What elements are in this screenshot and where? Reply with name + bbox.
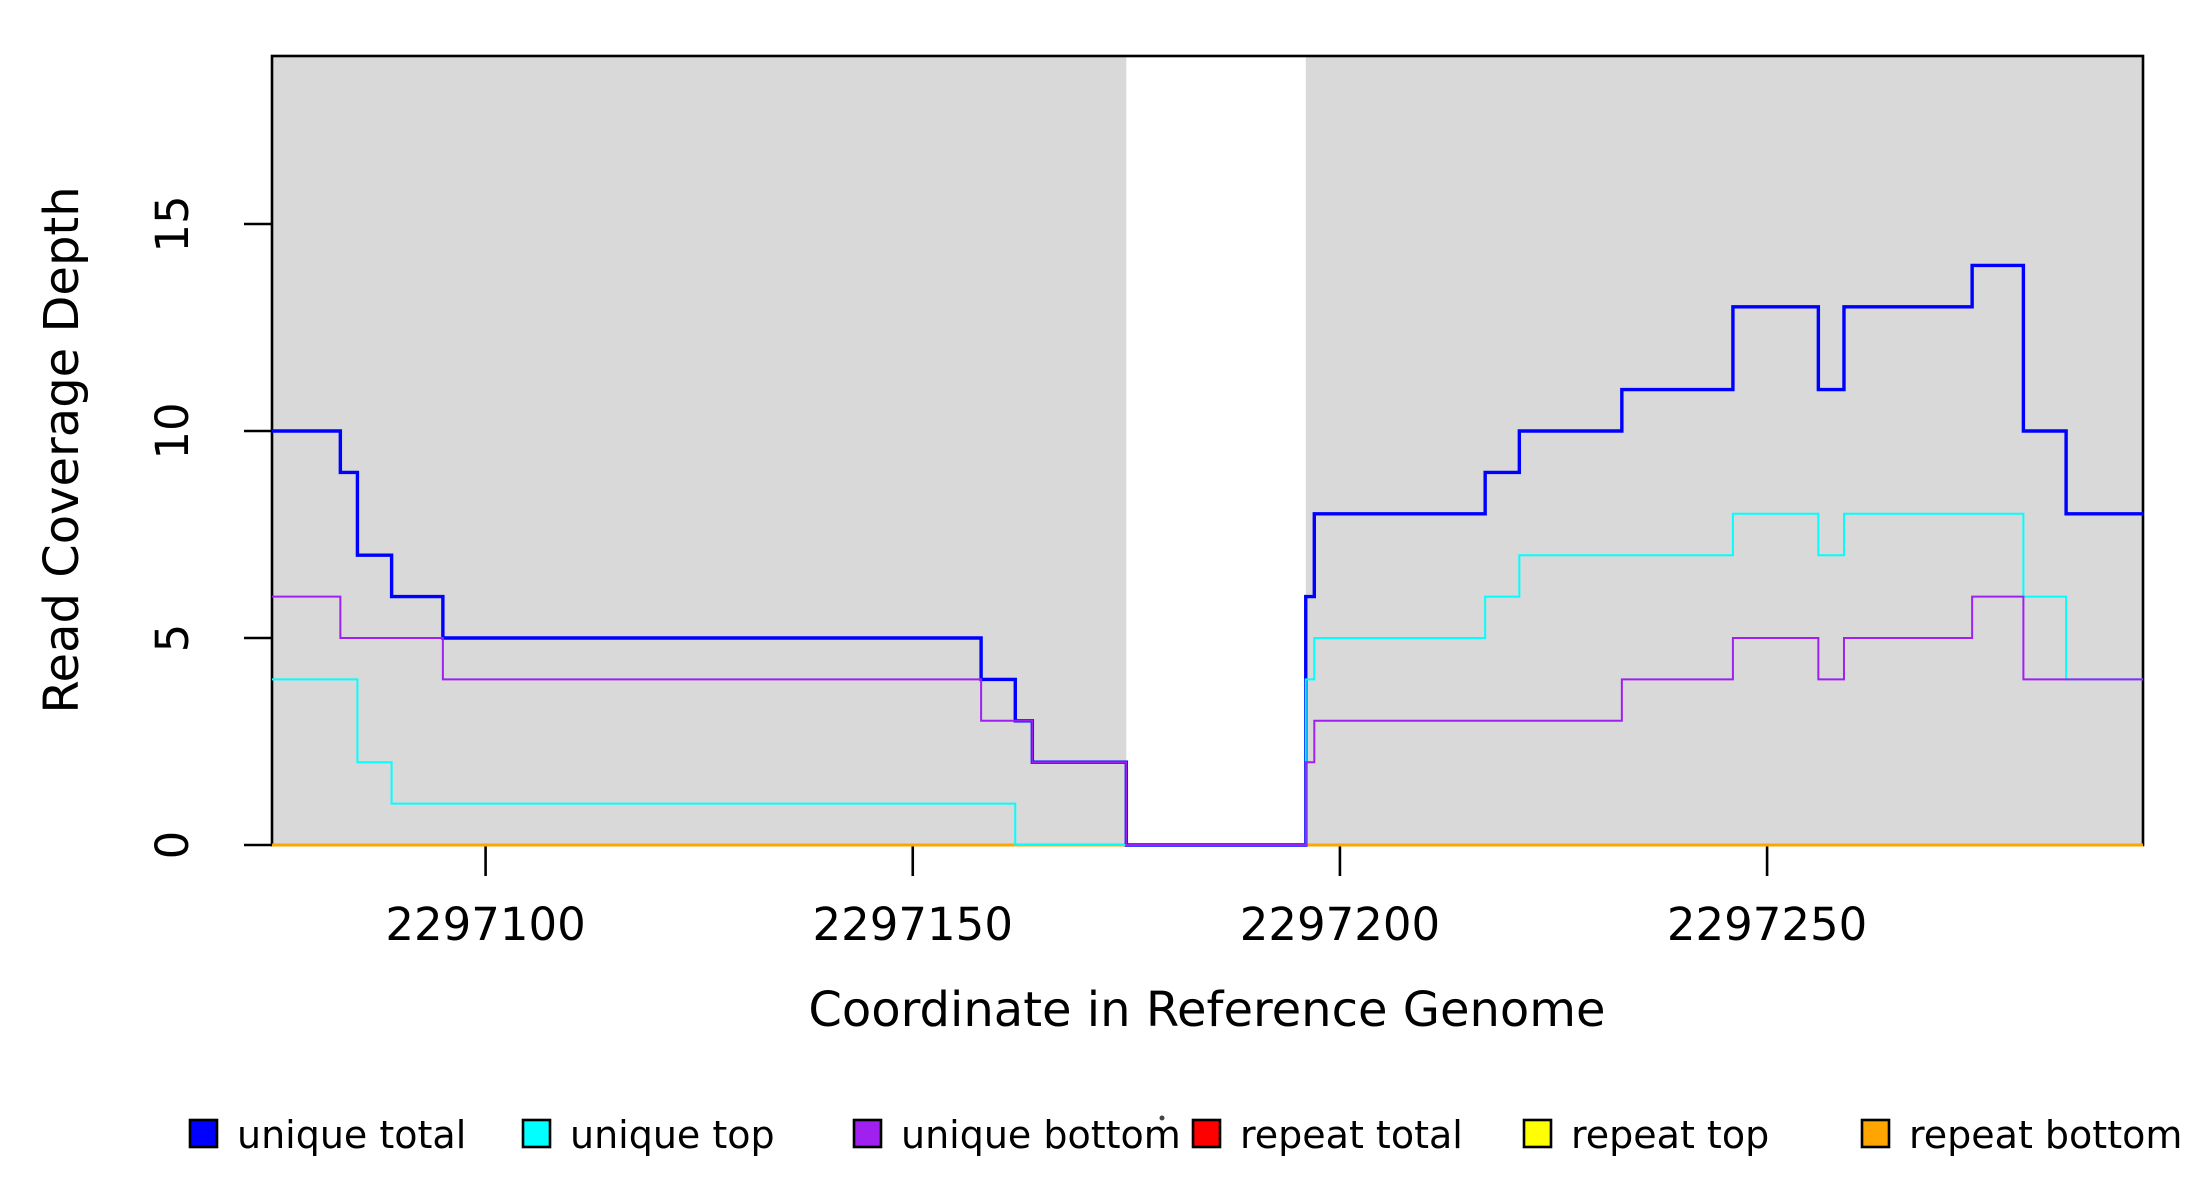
y-tick-label: 15 xyxy=(146,195,199,252)
legend-layer: unique total unique top unique bottom repea… xyxy=(188,1113,2182,1157)
legend-label-repeat-top: repeat top xyxy=(1571,1113,1769,1157)
legend-label-unique-total: unique total xyxy=(237,1113,466,1157)
stray-mark xyxy=(1159,1115,1165,1121)
x-axis-title: Coordinate in Reference Genome xyxy=(808,982,1605,1038)
legend-swatch-repeat-bottom xyxy=(1860,1118,1891,1149)
axis-ticks-layer xyxy=(244,222,1769,876)
shaded-regions-layer xyxy=(272,56,2143,845)
legend-swatch-unique-top xyxy=(521,1118,552,1149)
series-line-unique-top xyxy=(272,512,2143,846)
y-tick-label: 5 xyxy=(146,624,199,653)
legend-swatch-repeat-top xyxy=(1522,1118,1553,1149)
legend-label-unique-top: unique top xyxy=(570,1113,775,1157)
legend-swatch-repeat-total xyxy=(1191,1118,1222,1149)
series-line-unique-bottom xyxy=(272,595,2143,846)
x-tick-label: 2297150 xyxy=(813,898,1013,951)
y-tick-label: 10 xyxy=(146,402,199,459)
y-axis-title: Read Coverage Depth xyxy=(34,186,90,713)
tick-labels-layer: 2297100 2297150 2297200 2297250 0 5 10 15 xyxy=(146,195,1867,951)
legend-label-unique-bottom: unique bottom xyxy=(901,1113,1181,1157)
legend-label-repeat-total: repeat total xyxy=(1240,1113,1463,1157)
legend-swatch-unique-total xyxy=(188,1118,219,1149)
series-lines-layer xyxy=(272,263,2143,847)
x-tick-label: 2297200 xyxy=(1240,898,1440,951)
x-tick-label: 2297250 xyxy=(1667,898,1867,951)
legend-label-repeat-bottom: repeat bottom xyxy=(1909,1113,2182,1157)
shaded-region xyxy=(1305,56,2143,845)
legend-swatch-unique-bottom xyxy=(852,1118,883,1149)
shaded-region xyxy=(272,56,1127,845)
y-tick-label: 0 xyxy=(146,831,199,860)
series-line-unique-total xyxy=(272,263,2143,847)
x-tick-label: 2297100 xyxy=(385,898,585,951)
